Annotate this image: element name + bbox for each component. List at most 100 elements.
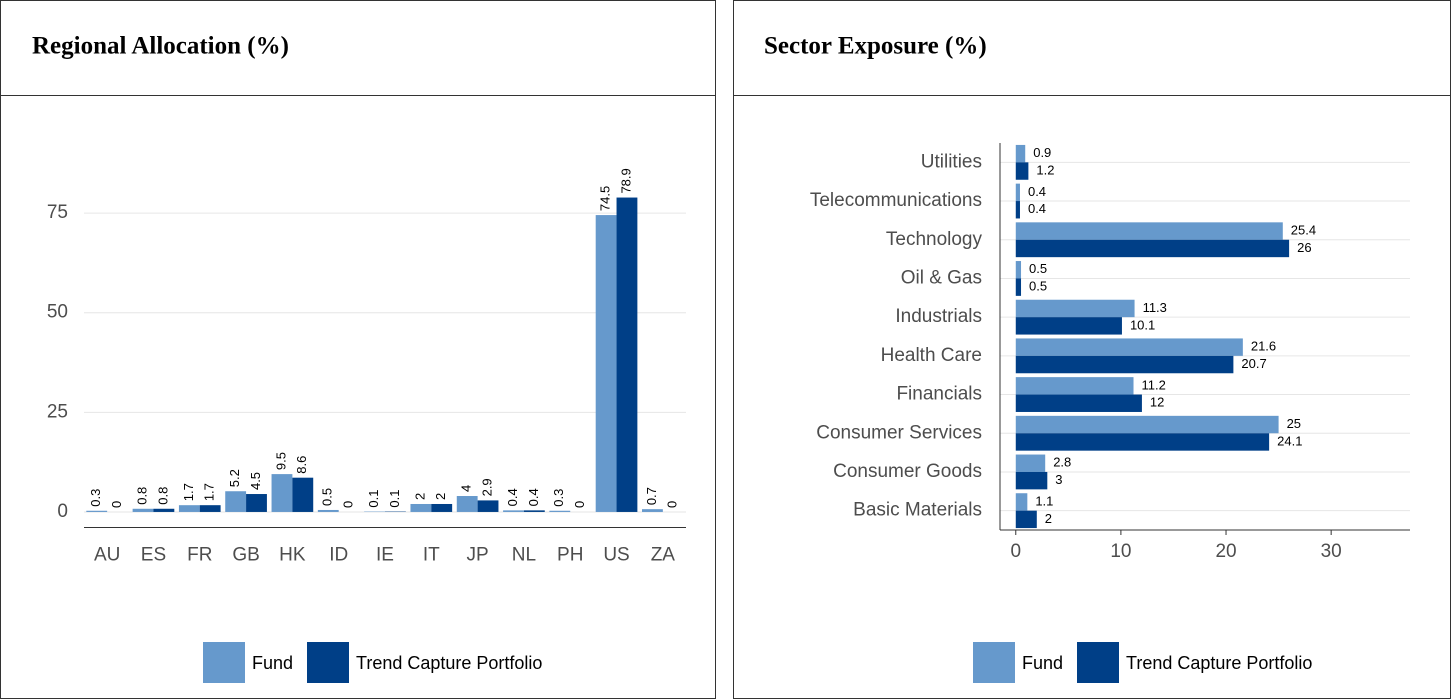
bar: [1015, 338, 1243, 356]
y-tick-label: 50: [47, 302, 68, 323]
data-label: 3: [1055, 472, 1062, 487]
data-label: 0.5: [1029, 261, 1047, 276]
legend-swatch: [1077, 642, 1119, 683]
data-label: 74.5: [598, 186, 613, 211]
bar: [1015, 317, 1122, 335]
bar: [292, 477, 314, 512]
data-label: 0.9: [1033, 145, 1051, 160]
data-label: 5.2: [227, 469, 242, 487]
bar: [410, 503, 432, 512]
bar: [523, 510, 545, 512]
x-tick-label: 10: [1110, 541, 1131, 562]
y-tick-label: Telecommunications: [810, 190, 982, 211]
y-tick-label: Health Care: [881, 345, 982, 366]
data-label: 0.7: [644, 487, 659, 505]
data-label: 2.8: [1053, 455, 1071, 470]
y-tick-label: Financials: [896, 384, 982, 405]
data-label: 0: [572, 501, 587, 508]
data-label: 9.5: [273, 452, 288, 470]
x-tick-label: IE: [376, 545, 394, 566]
data-label: 24.1: [1277, 433, 1302, 448]
y-tick-label: 0: [57, 501, 68, 522]
data-label: 11.3: [1143, 300, 1167, 315]
bar: [595, 215, 617, 512]
data-label: 0.4: [1028, 184, 1046, 199]
data-label: 4.5: [248, 472, 263, 490]
bar: [1015, 144, 1026, 163]
data-label: 0.8: [134, 487, 149, 505]
data-label: 0: [109, 501, 124, 508]
data-label: 1.7: [181, 483, 196, 501]
x-tick-label: NL: [512, 545, 536, 566]
data-label: 0.8: [155, 487, 170, 505]
data-label: 8.6: [294, 456, 309, 474]
data-label: 2: [433, 493, 448, 500]
y-tick-label: 75: [47, 202, 68, 223]
bar: [132, 508, 154, 512]
bar: [1015, 415, 1279, 434]
y-tick-label: Oil & Gas: [901, 267, 982, 288]
x-tick-label: FR: [187, 545, 212, 566]
bar: [1015, 299, 1135, 318]
legend-label: Fund: [252, 653, 293, 673]
y-tick-label: Utilities: [921, 151, 982, 172]
chart-title: Regional Allocation (%): [32, 33, 289, 60]
legend-label: Trend Capture Portfolio: [1126, 653, 1312, 673]
bar: [225, 491, 247, 512]
bar: [1015, 377, 1134, 395]
legend-label: Trend Capture Portfolio: [356, 653, 542, 673]
data-label: 2: [1045, 511, 1052, 526]
data-label: 0.3: [88, 489, 103, 507]
bar: [1015, 239, 1290, 258]
x-tick-label: GB: [232, 545, 259, 566]
data-label: 26: [1297, 240, 1311, 255]
x-tick-label: 30: [1321, 541, 1342, 562]
data-label: 0.1: [387, 489, 402, 507]
bar: [246, 494, 267, 512]
bar: [153, 508, 175, 512]
bar: [1015, 454, 1046, 472]
data-label: 78.9: [618, 168, 633, 193]
legend-label: Fund: [1022, 653, 1063, 673]
bar: [1015, 493, 1028, 511]
bar: [86, 510, 108, 512]
x-tick-label: IT: [423, 545, 440, 566]
data-label: 11.2: [1142, 377, 1166, 392]
bar: [616, 197, 638, 512]
bar: [431, 503, 453, 512]
bar: [199, 505, 221, 512]
y-tick-label: Basic Materials: [853, 500, 982, 521]
legend-swatch: [203, 642, 245, 683]
data-label: 25.4: [1291, 222, 1316, 237]
y-tick-label: 25: [47, 401, 68, 422]
y-tick-label: Industrials: [895, 306, 982, 327]
y-tick-label: Consumer Services: [816, 422, 982, 443]
legend-swatch: [307, 642, 349, 683]
bar: [1015, 510, 1037, 529]
bar: [1015, 201, 1020, 219]
data-label: 0: [665, 501, 680, 508]
data-label: 1.1: [1035, 493, 1053, 508]
data-label: 25: [1287, 416, 1301, 431]
data-label: 10.1: [1130, 317, 1155, 332]
data-label: 0.4: [526, 488, 541, 506]
data-label: 0: [341, 501, 356, 508]
bar: [1015, 162, 1029, 180]
data-label: 0.5: [1029, 279, 1047, 294]
x-tick-label: HK: [279, 545, 306, 566]
bar: [1015, 471, 1048, 490]
data-label: 4: [459, 485, 474, 492]
bar: [1015, 222, 1283, 240]
bar: [477, 500, 499, 512]
data-label: 0.4: [1028, 201, 1046, 216]
x-tick-label: AU: [94, 545, 120, 566]
data-label: 12: [1150, 395, 1164, 410]
bar: [317, 509, 339, 512]
x-tick-label: JP: [467, 545, 489, 566]
bar: [1015, 394, 1142, 412]
bar: [178, 505, 200, 512]
data-label: 0.4: [505, 488, 520, 506]
bar: [456, 496, 478, 512]
bar: [642, 509, 663, 512]
